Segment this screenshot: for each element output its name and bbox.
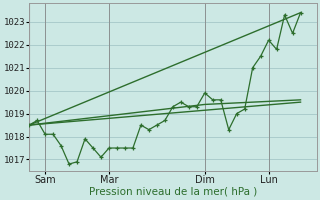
X-axis label: Pression niveau de la mer( hPa ): Pression niveau de la mer( hPa ) <box>89 187 257 197</box>
